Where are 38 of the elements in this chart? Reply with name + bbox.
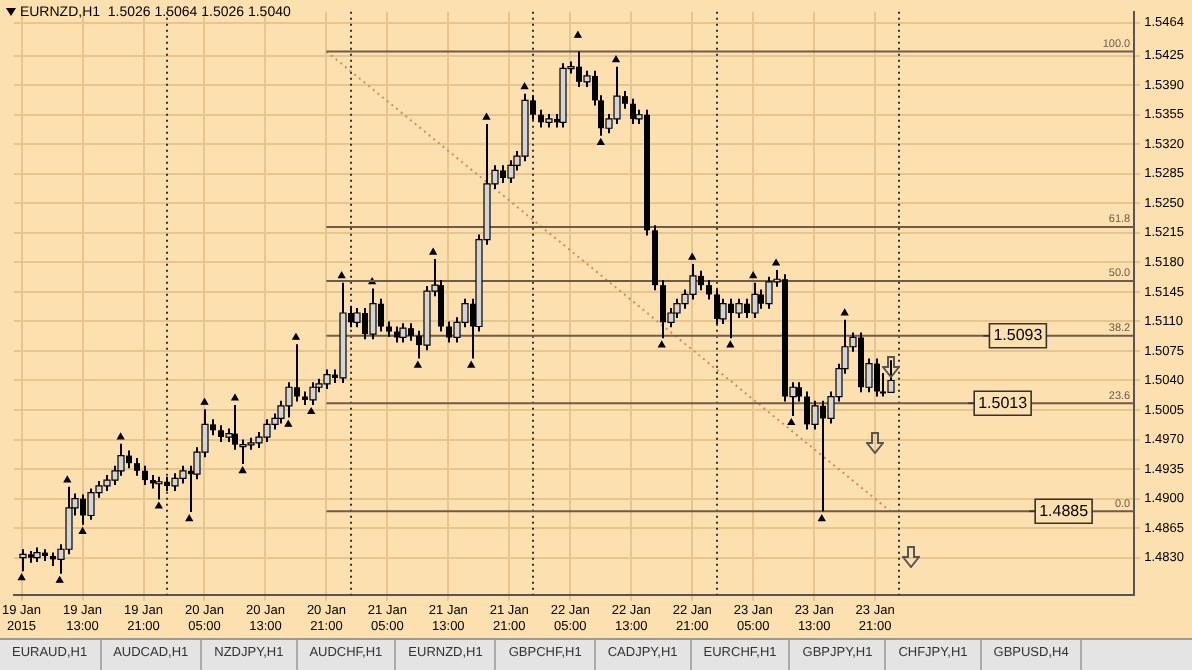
point: [688, 253, 696, 260]
point: [55, 576, 64, 583]
point: [284, 420, 293, 427]
point: [307, 407, 315, 415]
candlestick: [142, 464, 148, 487]
candlestick: [796, 381, 802, 403]
point: [63, 475, 72, 483]
annotation: 1.5093: [993, 326, 1044, 345]
point: [17, 573, 26, 581]
point: [155, 502, 163, 509]
point: [414, 361, 422, 368]
candlestick: [706, 279, 712, 301]
point: [200, 398, 209, 405]
candlestick: [630, 97, 636, 126]
point: [78, 527, 87, 534]
point: [467, 361, 475, 368]
point: [482, 113, 491, 120]
point: [238, 466, 247, 474]
point: [574, 31, 582, 38]
annotation: 1.4885: [1039, 501, 1090, 520]
point: [840, 308, 849, 316]
point: [818, 514, 826, 522]
point: [612, 55, 620, 63]
annotation: 1.5013: [978, 393, 1029, 412]
point: [292, 333, 300, 340]
point: [749, 271, 757, 279]
point: [597, 138, 605, 145]
point: [337, 271, 346, 279]
point: [787, 418, 796, 426]
point: [116, 432, 125, 440]
point: [231, 394, 239, 401]
point: [726, 340, 735, 348]
point: [429, 248, 437, 255]
point: [772, 259, 780, 266]
point: [658, 340, 666, 348]
candlestick: [714, 288, 720, 325]
point: [520, 82, 529, 90]
point: [185, 514, 193, 522]
